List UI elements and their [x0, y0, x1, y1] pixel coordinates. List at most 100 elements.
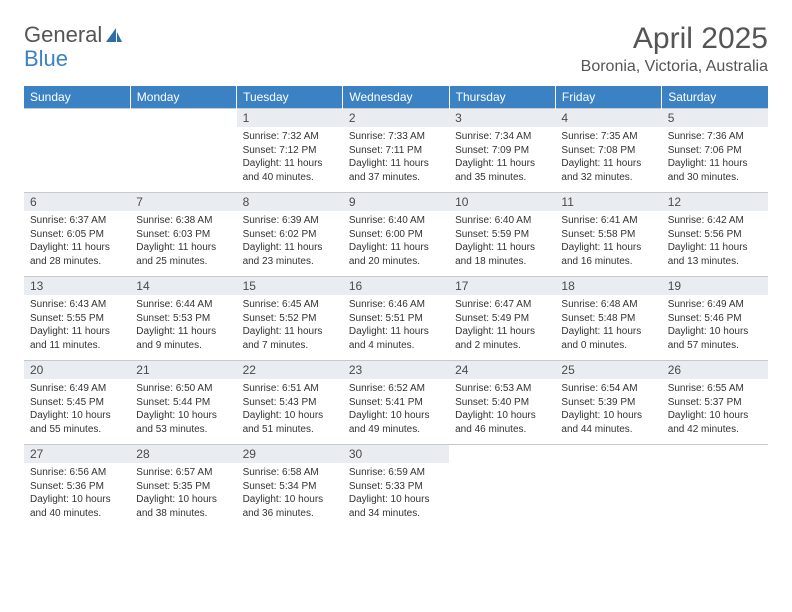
calendar-day-cell: 6Sunrise: 6:37 AMSunset: 6:05 PMDaylight… — [24, 193, 130, 277]
weekday-header: Saturday — [662, 86, 768, 109]
sunrise-text: Sunrise: 6:43 AM — [30, 298, 124, 312]
sunrise-text: Sunrise: 6:53 AM — [455, 382, 549, 396]
day-number: 10 — [449, 193, 555, 211]
title-block: April 2025 Boronia, Victoria, Australia — [581, 22, 768, 76]
calendar-day-cell: 11Sunrise: 6:41 AMSunset: 5:58 PMDayligh… — [555, 193, 661, 277]
sunset-text: Sunset: 5:46 PM — [668, 312, 762, 326]
day-number: 8 — [237, 193, 343, 211]
calendar-day-cell: 24Sunrise: 6:53 AMSunset: 5:40 PMDayligh… — [449, 361, 555, 445]
sunrise-text: Sunrise: 7:35 AM — [561, 130, 655, 144]
sunrise-text: Sunrise: 6:46 AM — [349, 298, 443, 312]
calendar-day-cell: 28Sunrise: 6:57 AMSunset: 5:35 PMDayligh… — [130, 445, 236, 529]
sunset-text: Sunset: 5:48 PM — [561, 312, 655, 326]
sunrise-text: Sunrise: 7:36 AM — [668, 130, 762, 144]
day-details: Sunrise: 6:48 AMSunset: 5:48 PMDaylight:… — [555, 295, 661, 360]
day-details: Sunrise: 6:53 AMSunset: 5:40 PMDaylight:… — [449, 379, 555, 444]
daylight-text: Daylight: 11 hours and 23 minutes. — [243, 241, 337, 268]
day-number: 2 — [343, 109, 449, 127]
day-number: 17 — [449, 277, 555, 295]
sunrise-text: Sunrise: 6:50 AM — [136, 382, 230, 396]
sunrise-text: Sunrise: 6:40 AM — [349, 214, 443, 228]
daylight-text: Daylight: 10 hours and 38 minutes. — [136, 493, 230, 520]
day-number: 29 — [237, 445, 343, 463]
daylight-text: Daylight: 11 hours and 25 minutes. — [136, 241, 230, 268]
day-number: 9 — [343, 193, 449, 211]
sunset-text: Sunset: 5:58 PM — [561, 228, 655, 242]
sunset-text: Sunset: 5:55 PM — [30, 312, 124, 326]
calendar-day-cell: 25Sunrise: 6:54 AMSunset: 5:39 PMDayligh… — [555, 361, 661, 445]
day-details: Sunrise: 6:52 AMSunset: 5:41 PMDaylight:… — [343, 379, 449, 444]
sunset-text: Sunset: 5:43 PM — [243, 396, 337, 410]
day-details: Sunrise: 6:55 AMSunset: 5:37 PMDaylight:… — [662, 379, 768, 444]
brand-logo: General — [24, 22, 124, 48]
sunrise-text: Sunrise: 6:37 AM — [30, 214, 124, 228]
sunrise-text: Sunrise: 6:49 AM — [668, 298, 762, 312]
day-number: 22 — [237, 361, 343, 379]
calendar-day-cell: 21Sunrise: 6:50 AMSunset: 5:44 PMDayligh… — [130, 361, 236, 445]
daylight-text: Daylight: 11 hours and 16 minutes. — [561, 241, 655, 268]
day-number: 11 — [555, 193, 661, 211]
calendar-day-cell: 2Sunrise: 7:33 AMSunset: 7:11 PMDaylight… — [343, 109, 449, 193]
daylight-text: Daylight: 11 hours and 2 minutes. — [455, 325, 549, 352]
day-details: Sunrise: 6:49 AMSunset: 5:45 PMDaylight:… — [24, 379, 130, 444]
calendar-day-cell — [130, 109, 236, 193]
daylight-text: Daylight: 11 hours and 20 minutes. — [349, 241, 443, 268]
daylight-text: Daylight: 11 hours and 11 minutes. — [30, 325, 124, 352]
calendar-week-row: 6Sunrise: 6:37 AMSunset: 6:05 PMDaylight… — [24, 193, 768, 277]
weekday-header: Monday — [130, 86, 236, 109]
day-number: 18 — [555, 277, 661, 295]
calendar-day-cell: 27Sunrise: 6:56 AMSunset: 5:36 PMDayligh… — [24, 445, 130, 529]
day-details: Sunrise: 6:56 AMSunset: 5:36 PMDaylight:… — [24, 463, 130, 528]
day-details — [555, 449, 661, 507]
calendar-day-cell: 17Sunrise: 6:47 AMSunset: 5:49 PMDayligh… — [449, 277, 555, 361]
daylight-text: Daylight: 11 hours and 40 minutes. — [243, 157, 337, 184]
daylight-text: Daylight: 11 hours and 18 minutes. — [455, 241, 549, 268]
sunset-text: Sunset: 5:59 PM — [455, 228, 549, 242]
sunset-text: Sunset: 5:33 PM — [349, 480, 443, 494]
calendar-day-cell: 29Sunrise: 6:58 AMSunset: 5:34 PMDayligh… — [237, 445, 343, 529]
calendar-day-cell: 14Sunrise: 6:44 AMSunset: 5:53 PMDayligh… — [130, 277, 236, 361]
calendar-day-cell: 20Sunrise: 6:49 AMSunset: 5:45 PMDayligh… — [24, 361, 130, 445]
daylight-text: Daylight: 11 hours and 0 minutes. — [561, 325, 655, 352]
sunrise-text: Sunrise: 6:47 AM — [455, 298, 549, 312]
calendar-page: General April 2025 Boronia, Victoria, Au… — [0, 0, 792, 528]
calendar-table: Sunday Monday Tuesday Wednesday Thursday… — [24, 86, 768, 528]
day-details: Sunrise: 6:39 AMSunset: 6:02 PMDaylight:… — [237, 211, 343, 276]
sunrise-text: Sunrise: 6:49 AM — [30, 382, 124, 396]
day-details: Sunrise: 6:50 AMSunset: 5:44 PMDaylight:… — [130, 379, 236, 444]
calendar-day-cell — [555, 445, 661, 529]
sunset-text: Sunset: 6:00 PM — [349, 228, 443, 242]
daylight-text: Daylight: 11 hours and 30 minutes. — [668, 157, 762, 184]
calendar-header-row: Sunday Monday Tuesday Wednesday Thursday… — [24, 86, 768, 109]
day-number: 27 — [24, 445, 130, 463]
daylight-text: Daylight: 11 hours and 37 minutes. — [349, 157, 443, 184]
calendar-day-cell: 30Sunrise: 6:59 AMSunset: 5:33 PMDayligh… — [343, 445, 449, 529]
day-details — [662, 449, 768, 507]
calendar-day-cell — [662, 445, 768, 529]
weekday-header: Tuesday — [237, 86, 343, 109]
sunset-text: Sunset: 5:51 PM — [349, 312, 443, 326]
daylight-text: Daylight: 11 hours and 13 minutes. — [668, 241, 762, 268]
day-details: Sunrise: 7:35 AMSunset: 7:08 PMDaylight:… — [555, 127, 661, 192]
calendar-day-cell: 18Sunrise: 6:48 AMSunset: 5:48 PMDayligh… — [555, 277, 661, 361]
day-number: 21 — [130, 361, 236, 379]
day-number: 15 — [237, 277, 343, 295]
calendar-day-cell: 9 Sunrise: 6:40 AMSunset: 6:00 PMDaylight… — [343, 193, 449, 277]
day-number: 23 — [343, 361, 449, 379]
calendar-day-cell: 10Sunrise: 6:40 AMSunset: 5:59 PMDayligh… — [449, 193, 555, 277]
daylight-text: Daylight: 11 hours and 7 minutes. — [243, 325, 337, 352]
daylight-text: Daylight: 11 hours and 35 minutes. — [455, 157, 549, 184]
sunset-text: Sunset: 5:45 PM — [30, 396, 124, 410]
day-number: 19 — [662, 277, 768, 295]
daylight-text: Daylight: 11 hours and 4 minutes. — [349, 325, 443, 352]
sunset-text: Sunset: 5:35 PM — [136, 480, 230, 494]
day-number: 4 — [555, 109, 661, 127]
weekday-header: Sunday — [24, 86, 130, 109]
calendar-day-cell — [449, 445, 555, 529]
calendar-day-cell: 19Sunrise: 6:49 AMSunset: 5:46 PMDayligh… — [662, 277, 768, 361]
sunset-text: Sunset: 6:02 PM — [243, 228, 337, 242]
sunset-text: Sunset: 5:40 PM — [455, 396, 549, 410]
sunrise-text: Sunrise: 7:32 AM — [243, 130, 337, 144]
sunrise-text: Sunrise: 6:56 AM — [30, 466, 124, 480]
daylight-text: Daylight: 10 hours and 42 minutes. — [668, 409, 762, 436]
